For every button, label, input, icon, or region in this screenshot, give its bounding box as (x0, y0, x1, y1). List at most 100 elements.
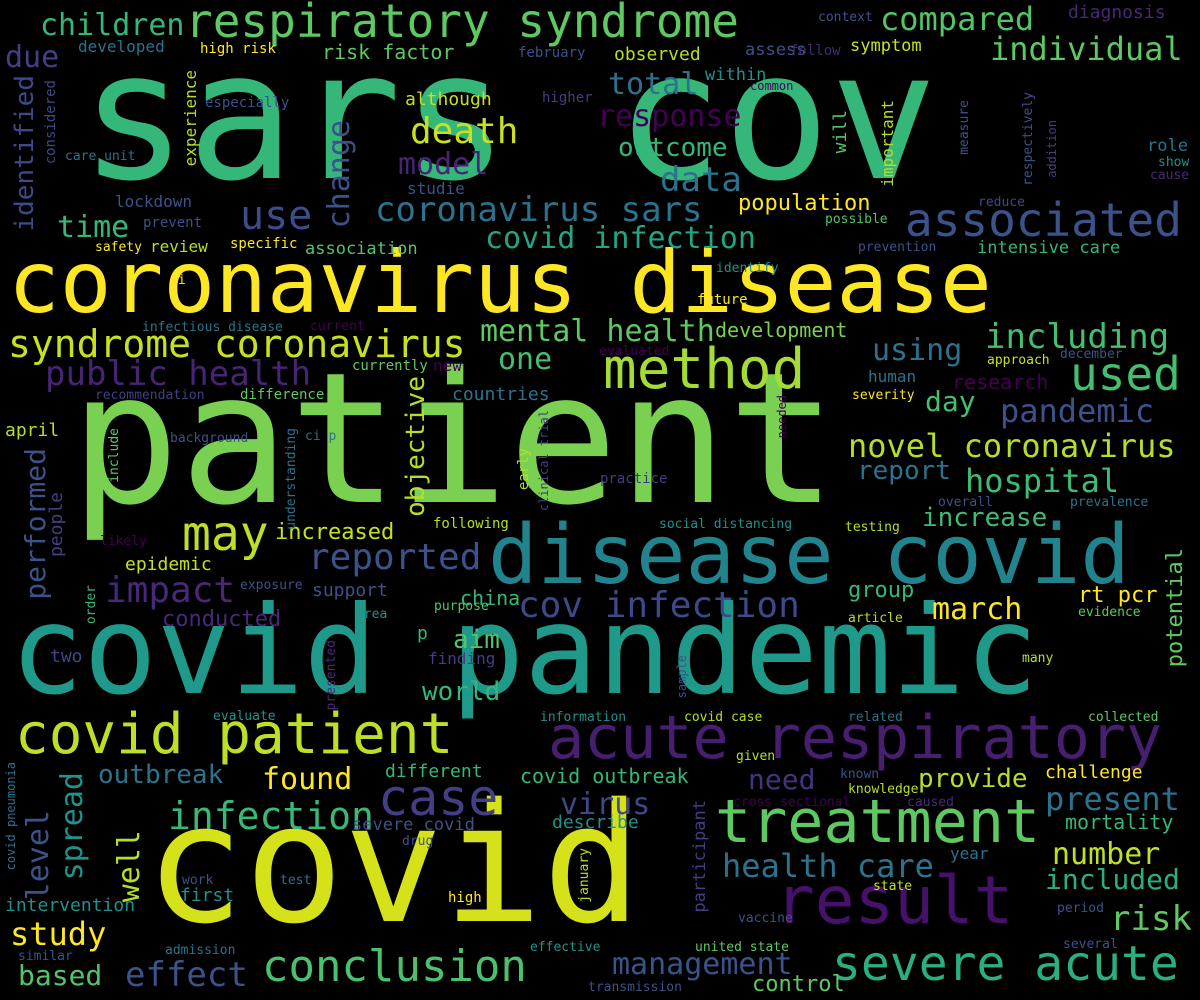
word-several: several (1063, 937, 1118, 952)
word-given: given (736, 749, 776, 764)
word-model: model (398, 147, 489, 182)
word-evaluated: evaluated (599, 344, 670, 359)
word-risk: risk (1110, 899, 1192, 939)
word-objective: objective (401, 376, 431, 517)
word-reported: reported (308, 537, 482, 578)
word-although: although (405, 89, 492, 110)
word-possible: possible (825, 212, 888, 227)
word-increase: increase (922, 503, 1048, 533)
word-time: time (57, 210, 130, 245)
word-based: based (18, 959, 103, 992)
word-compared: compared (880, 0, 1035, 38)
word-covid-case: covid case (684, 710, 763, 725)
word-role: role (1147, 136, 1188, 156)
word-december: december (1060, 347, 1123, 362)
word-purpose: purpose (434, 599, 489, 614)
word-level: level (21, 810, 56, 901)
word-present: present (1045, 780, 1180, 818)
word-different: different (385, 761, 483, 782)
word-report: report (857, 456, 951, 486)
word-context: context (818, 10, 873, 25)
word-higher: higher (542, 90, 593, 106)
word-acute-respiratory: acute respiratory (548, 703, 1163, 773)
word-children: children (40, 8, 185, 43)
word-will: will (830, 110, 851, 154)
word-people: people (46, 492, 67, 558)
word-common: common (750, 79, 794, 93)
word-infectious-disease: infectious disease (142, 320, 283, 335)
word-overall: overall (938, 495, 993, 510)
word-participant: participant (690, 800, 710, 913)
word-collected: collected (1088, 710, 1159, 725)
word-social-distancing: social distancing (659, 517, 793, 532)
word-information: information (540, 710, 627, 725)
word-provide: provide (918, 764, 1028, 794)
word-effective: effective (530, 940, 601, 955)
word-transmission: transmission (588, 980, 682, 995)
word-future: future (697, 292, 748, 308)
word-high-risk: high risk (200, 41, 276, 57)
word-syndrome-coronavirus: syndrome coronavirus (8, 322, 466, 366)
word-two: two (50, 646, 83, 667)
word-symptom: symptom (850, 36, 922, 56)
word-need: need (748, 763, 816, 796)
word-period: period (1057, 901, 1104, 916)
word-understanding: understanding (284, 428, 299, 530)
word-january: january (577, 848, 592, 903)
word-describe: describe (552, 812, 639, 833)
word-severity: severity (852, 388, 915, 403)
word-new: new (433, 356, 462, 375)
word-use: use (240, 193, 313, 239)
word-human: human (868, 367, 917, 386)
word-practice: practice (600, 471, 668, 487)
word-work: work (182, 873, 214, 888)
word-evidence: evidence (1078, 605, 1141, 620)
word-day: day (925, 385, 976, 418)
word-used: used (1070, 347, 1181, 401)
word-year: year (950, 844, 989, 863)
word-important: important (878, 100, 897, 187)
word-specific: specific (230, 236, 298, 252)
word-many: many (1022, 651, 1054, 666)
word-may: may (182, 506, 269, 562)
word-article: article (848, 611, 903, 626)
word-cross-sectional: cross sectional (733, 795, 851, 810)
word-change: change (322, 120, 357, 229)
word-covid: covid (145, 768, 642, 960)
word-respiratory-syndrome: respiratory syndrome (185, 0, 739, 48)
word-china: china (460, 586, 521, 610)
word-identify: identify (716, 261, 779, 276)
word-march: march (932, 592, 1023, 627)
word-following: following (433, 516, 509, 532)
word-lockdown: lockdown (115, 192, 193, 211)
word-cause: cause (1150, 168, 1190, 183)
word-cov-infection: cov infection (518, 585, 800, 626)
word-april: april (5, 420, 60, 441)
word-novel-coronavirus: novel coronavirus (848, 427, 1176, 465)
word-clinical-trial: clinical trial (537, 410, 551, 512)
word-data: data (660, 160, 742, 200)
word-early: early (516, 448, 532, 491)
word-coronavirus-disease: coronavirus disease (8, 233, 992, 333)
word-knowledge: knowledge (848, 782, 919, 797)
word-covid-pandemic: covid pandemic (10, 580, 1039, 722)
word-including: including (985, 317, 1170, 357)
word-studie: studie (407, 179, 465, 198)
word-area: area (356, 607, 388, 622)
word-background: background (170, 431, 249, 446)
word-covid-outbreak: covid outbreak (520, 764, 689, 788)
word-addition: addition (1045, 120, 1059, 178)
word-follow: follow (790, 43, 841, 59)
word-individual: individual (990, 30, 1183, 68)
word-mental-health: mental health (480, 314, 715, 349)
word-safety: safety (95, 240, 142, 255)
word-covid-infection: covid infection (485, 221, 756, 256)
word-first: first (180, 885, 235, 906)
word-world: world (422, 677, 501, 707)
word-one: one (498, 342, 553, 377)
word-prevent: prevent (143, 215, 203, 231)
word-association: association (305, 239, 418, 259)
word-prevalence: prevalence (1070, 495, 1149, 510)
word-conclusion: conclusion (262, 941, 527, 992)
